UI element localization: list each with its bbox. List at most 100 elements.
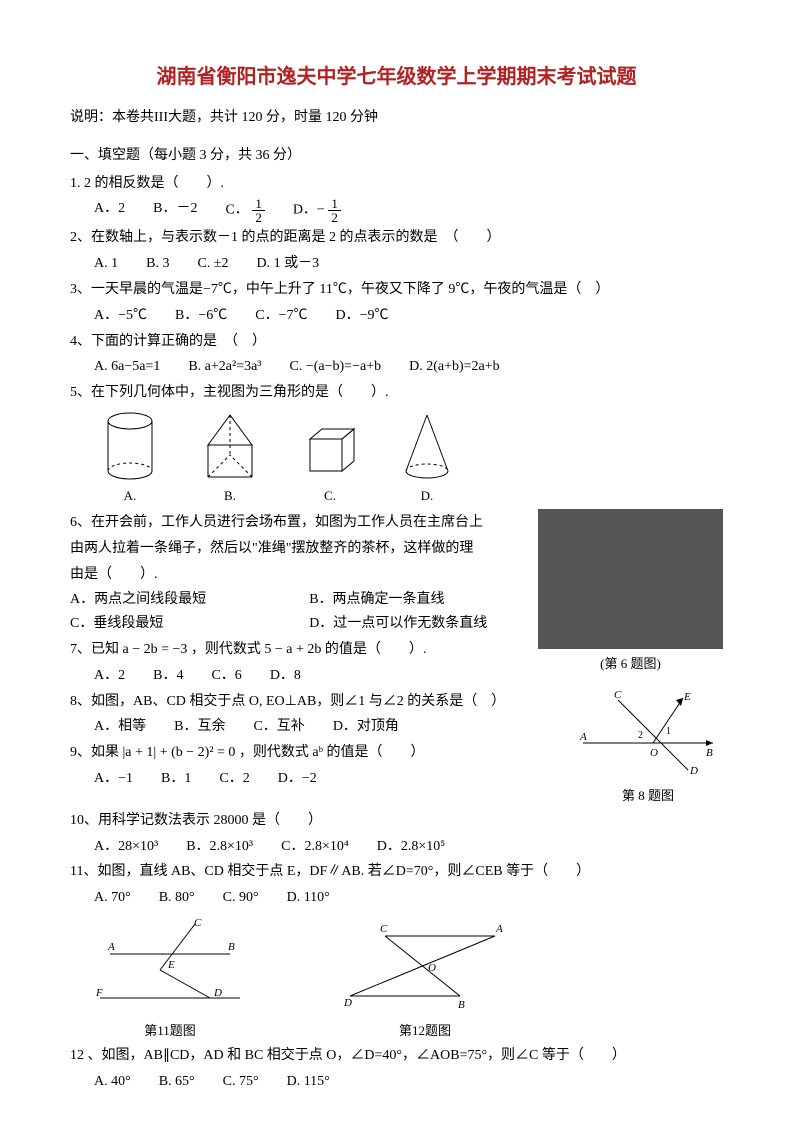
q3-opt-b: B．−6℃ [175, 304, 227, 328]
q5-stem: 5、在下列几何体中，主视图为三角形的是（ ）. [70, 381, 723, 405]
q11-opt-a: A. 70° [94, 886, 131, 910]
q2-opt-d: D. 1 或－3 [257, 252, 320, 276]
q6-figure: (第 6 题图) [538, 509, 723, 675]
svg-text:F: F [95, 987, 103, 999]
q3-opt-c: C．−7℃ [255, 304, 307, 328]
q3-opt-d: D．−9℃ [335, 304, 388, 328]
q1-stem: 1. 2 的相反数是（ ）. [70, 172, 723, 196]
q5-shapes: A. B. C. D. [100, 411, 723, 507]
q9-opt-a: A．−1 [94, 767, 133, 791]
section-1-heading: 一、填空题（每小题 3 分，共 36 分） [70, 144, 723, 168]
svg-text:2: 2 [638, 730, 643, 741]
svg-text:C: C [614, 689, 622, 701]
q9-opt-d: D．−2 [278, 767, 317, 791]
q9-opt-b: B．1 [161, 767, 191, 791]
q8-figure: A B C D E O 1 2 第 8 题图 [573, 688, 723, 807]
q5-label-d: D. [400, 485, 454, 507]
q2-opt-b: B. 3 [146, 252, 169, 276]
q8-opt-d: D．对顶角 [333, 715, 399, 739]
q9-options: A．−1 B．1 C．2 D．−2 [94, 767, 565, 791]
q1-opt-a: A．2 [94, 197, 125, 224]
q3-opt-a: A．−5℃ [94, 304, 147, 328]
q8-opt-a: A．相等 [94, 715, 146, 739]
q6-opt-d: D．过一点可以作无数条直线 [309, 612, 487, 636]
prism-icon [200, 411, 260, 483]
q4-opt-d: D. 2(a+b)=2a+b [409, 355, 500, 379]
q6-line2: 由两人拉着一条绳子，然后以"准绳"摆放整齐的茶杯，这样做的理 [70, 537, 530, 561]
q7-stem: 7、已知 a − 2b = −3 ，则代数式 5 − a + 2b 的值是（ ）… [70, 638, 530, 662]
q5-label-a: A. [100, 485, 160, 507]
q11-q12-figures: A B C D E F 第11题图 C A D B O 第12题图 [90, 918, 723, 1042]
svg-text:E: E [167, 959, 175, 971]
q11-diagram-icon: A B C D E F [90, 918, 250, 1018]
svg-text:O: O [428, 962, 436, 974]
q6-opt-c: C．垂线段最短 [70, 612, 309, 636]
cube-icon [300, 423, 360, 483]
q11-caption: 第11题图 [90, 1020, 250, 1042]
fraction-icon: 12 [328, 197, 341, 224]
q7-opt-d: D．8 [270, 664, 301, 688]
q5-label-c: C. [300, 485, 360, 507]
svg-text:E: E [683, 691, 691, 703]
svg-text:D: D [213, 987, 222, 999]
q8-opt-c: C．互补 [253, 715, 304, 739]
intersecting-lines-icon: A B C D E O 1 2 [578, 688, 718, 778]
svg-text:A: A [107, 941, 115, 953]
q7-opt-b: B．4 [153, 664, 183, 688]
svg-text:B: B [228, 941, 235, 953]
q11-opt-c: C. 90° [223, 886, 259, 910]
q6-line1: 6、在开会前，工作人员进行会场布置，如图为工作人员在主席台上 [70, 511, 530, 535]
q8-caption: 第 8 题图 [573, 785, 723, 807]
q6-line3: 由是（ ）. [70, 563, 530, 587]
q11-options: A. 70° B. 80° C. 90° D. 110° [94, 886, 723, 910]
q12-opt-d: D. 115° [287, 1070, 330, 1094]
q6-caption: (第 6 题图) [538, 653, 723, 675]
q12-stem: 12 、如图，AB∥CD，AD 和 BC 相交于点 O，∠D=40°，∠AOB=… [70, 1044, 723, 1068]
q4-options: A. 6a−5a=1 B. a+2a²=3a³ C. −(a−b)=−a+b D… [94, 355, 723, 379]
q12-options: A. 40° B. 65° C. 75° D. 115° [94, 1070, 723, 1094]
svg-text:A: A [495, 923, 503, 935]
q10-opt-d: D．2.8×10⁵ [377, 835, 445, 859]
cylinder-icon [100, 411, 160, 483]
q1-opt-c: C． 12 [225, 197, 264, 224]
q1-options: A．2 B．－2 C． 12 D．− 12 [94, 197, 723, 224]
q1-opt-d: D．− 12 [293, 197, 341, 224]
svg-text:B: B [706, 747, 713, 759]
q7-options: A．2 B．4 C．6 D．8 [94, 664, 530, 688]
q7-opt-c: C．6 [211, 664, 241, 688]
q4-opt-c: C. −(a−b)=−a+b [290, 355, 382, 379]
q4-opt-a: A. 6a−5a=1 [94, 355, 160, 379]
svg-text:A: A [579, 731, 587, 743]
q1-d-label: D．− [293, 203, 325, 218]
q3-stem: 3、一天早晨的气温是−7℃，中午上升了 11℃，午夜又下降了 9℃，午夜的气温是… [70, 278, 723, 302]
cone-icon [400, 411, 454, 483]
q6-opt-b: B．两点确定一条直线 [309, 588, 444, 612]
q10-opt-c: C．2.8×10⁴ [281, 835, 349, 859]
photo-placeholder [538, 509, 723, 649]
q2-opt-a: A. 1 [94, 252, 118, 276]
q10-opt-a: A．28×10³ [94, 835, 158, 859]
svg-text:O: O [650, 747, 658, 759]
q11-opt-b: B. 80° [159, 886, 195, 910]
q2-opt-c: C. ±2 [197, 252, 228, 276]
page-title: 湖南省衡阳市逸夫中学七年级数学上学期期末考试试题 [70, 60, 723, 94]
q4-stem: 4、下面的计算正确的是 （ ） [70, 330, 723, 354]
q7-opt-a: A．2 [94, 664, 125, 688]
q2-options: A. 1 B. 3 C. ±2 D. 1 或－3 [94, 252, 723, 276]
q8-opt-b: B．互余 [174, 715, 225, 739]
q9-opt-c: C．2 [219, 767, 249, 791]
q12-caption: 第12题图 [330, 1020, 520, 1042]
q10-options: A．28×10³ B．2.8×10³ C．2.8×10⁴ D．2.8×10⁵ [94, 835, 723, 859]
svg-text:D: D [689, 765, 698, 777]
q4-opt-b: B. a+2a²=3a³ [188, 355, 261, 379]
q12-diagram-icon: C A D B O [330, 918, 520, 1018]
q9-stem: 9、如果 |a + 1| + (b − 2)² = 0 ，则代数式 aᵇ 的值是… [70, 741, 565, 765]
fraction-icon: 12 [252, 197, 265, 224]
exam-instruction: 说明：本卷共III大题，共计 120 分，时量 120 分钟 [70, 106, 723, 130]
q3-options: A．−5℃ B．−6℃ C．−7℃ D．−9℃ [94, 304, 723, 328]
q12-opt-a: A. 40° [94, 1070, 131, 1094]
svg-text:C: C [380, 923, 388, 935]
q11-stem: 11、如图，直线 AB、CD 相交于点 E，DF∥AB. 若∠D=70°，则∠C… [70, 860, 723, 884]
q10-opt-b: B．2.8×10³ [186, 835, 253, 859]
q5-label-b: B. [200, 485, 260, 507]
